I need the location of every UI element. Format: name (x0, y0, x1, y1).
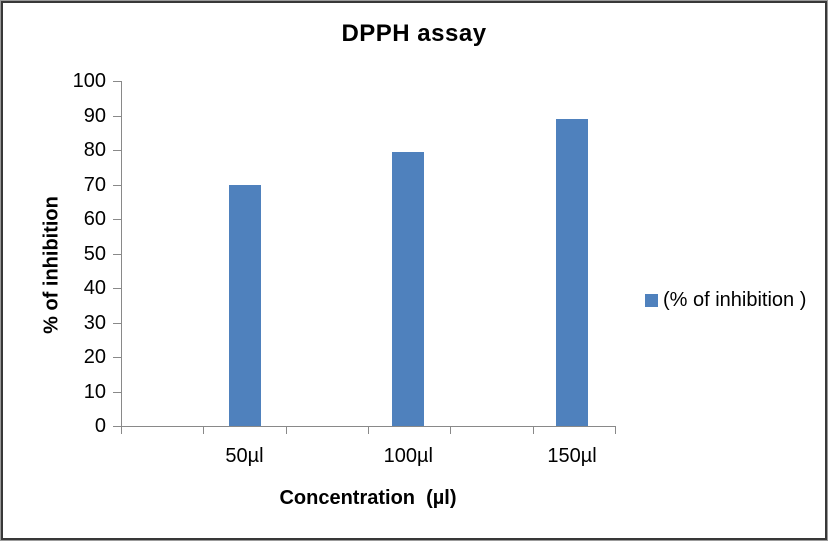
x-tick-mark (203, 426, 205, 434)
chart-title: DPPH assay (341, 20, 487, 47)
y-tick-mark (113, 115, 121, 117)
x-tick-mark (121, 426, 122, 434)
x-tick-mark (532, 426, 534, 434)
x-tick-mark (285, 426, 287, 434)
y-tick-mark (113, 253, 121, 255)
y-tick-label: 100 (72, 70, 106, 92)
y-tick-label: 40 (83, 277, 106, 299)
y-tick-label: 20 (83, 346, 106, 368)
y-tick-mark (113, 426, 121, 427)
legend-label: (% of inhibition ) (663, 288, 807, 311)
y-tick-label: 60 (83, 208, 106, 230)
legend: (% of inhibition ) (645, 288, 806, 312)
y-tick-label: 0 (94, 415, 106, 437)
y-tick-label: 50 (83, 242, 106, 265)
y-tick-mark (113, 81, 121, 82)
x-tick-mark (450, 426, 452, 434)
y-tick-label: 70 (83, 173, 106, 196)
x-tick-mark (615, 426, 616, 434)
x-category-label: 150µl (547, 445, 597, 467)
legend-swatch-icon (645, 293, 658, 307)
y-tick-mark (113, 150, 121, 151)
bar (228, 184, 261, 426)
bar (556, 118, 588, 426)
bar (392, 152, 425, 426)
y-tick-label: 90 (83, 104, 106, 127)
y-axis-line (121, 81, 122, 426)
y-tick-label: 30 (83, 311, 106, 334)
y-tick-mark (113, 322, 121, 324)
x-tick-mark (368, 426, 369, 434)
y-tick-mark (113, 391, 121, 393)
y-tick-mark (113, 288, 121, 289)
y-tick-mark (113, 357, 121, 358)
x-category-label: 100µl (383, 445, 433, 467)
y-tick-mark (113, 184, 121, 186)
y-tick-mark (113, 219, 121, 220)
y-tick-label: 10 (83, 380, 106, 403)
x-axis-title: Concentration (µl) (279, 487, 457, 509)
y-tick-label: 80 (83, 139, 106, 161)
x-category-label: 50µl (225, 445, 264, 467)
